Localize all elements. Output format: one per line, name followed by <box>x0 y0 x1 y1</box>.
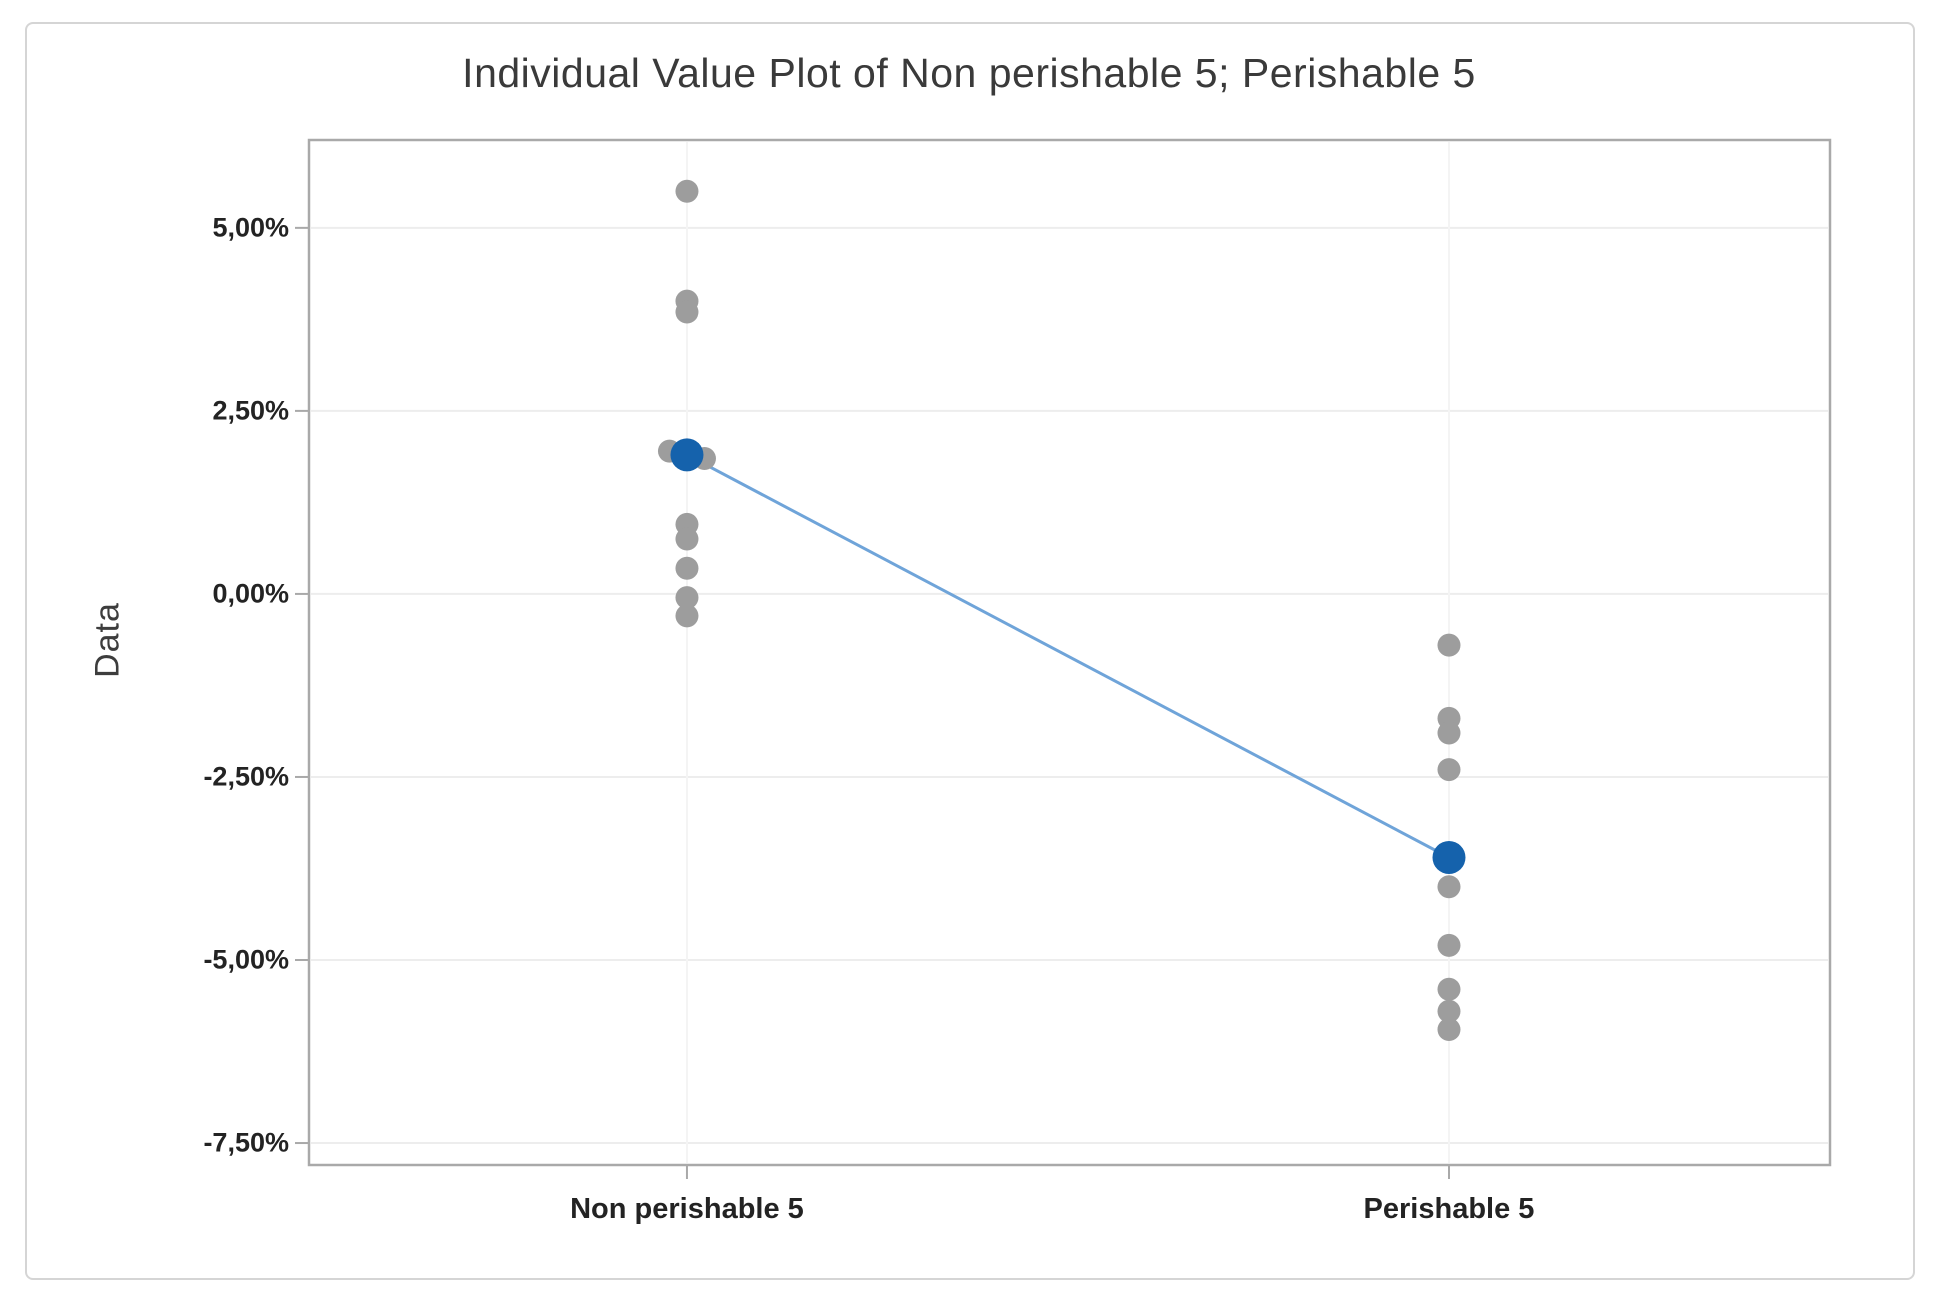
mean-point <box>670 438 704 472</box>
y-tick-label: 5,00% <box>212 212 289 243</box>
y-tick-label: -5,00% <box>203 944 289 975</box>
data-point <box>675 586 699 610</box>
data-point <box>1437 875 1461 899</box>
data-point <box>1437 977 1461 1001</box>
data-point <box>1437 721 1461 745</box>
data-point <box>675 179 699 203</box>
data-point <box>1437 758 1461 782</box>
x-category-label: Perishable 5 <box>1363 1193 1535 1225</box>
data-point <box>1437 1018 1461 1042</box>
chart-title: Individual Value Plot of Non perishable … <box>462 50 1476 96</box>
figure-border <box>25 22 1915 1280</box>
data-point <box>675 300 699 324</box>
y-tick-label: -2,50% <box>203 761 289 792</box>
y-tick-label: 0,00% <box>212 578 289 609</box>
plot-frame <box>307 138 1832 1167</box>
y-tick-label: -7,50% <box>203 1127 289 1158</box>
data-point <box>1437 633 1461 657</box>
mean-connector-line <box>686 453 1450 859</box>
data-point <box>675 556 699 580</box>
y-tick-label: 2,50% <box>212 395 289 426</box>
data-point <box>675 527 699 551</box>
data-point <box>1437 999 1461 1023</box>
x-category-label: Non perishable 5 <box>570 1193 804 1225</box>
mean-point <box>1432 841 1466 874</box>
data-point <box>675 604 699 628</box>
data-point <box>1437 933 1461 957</box>
